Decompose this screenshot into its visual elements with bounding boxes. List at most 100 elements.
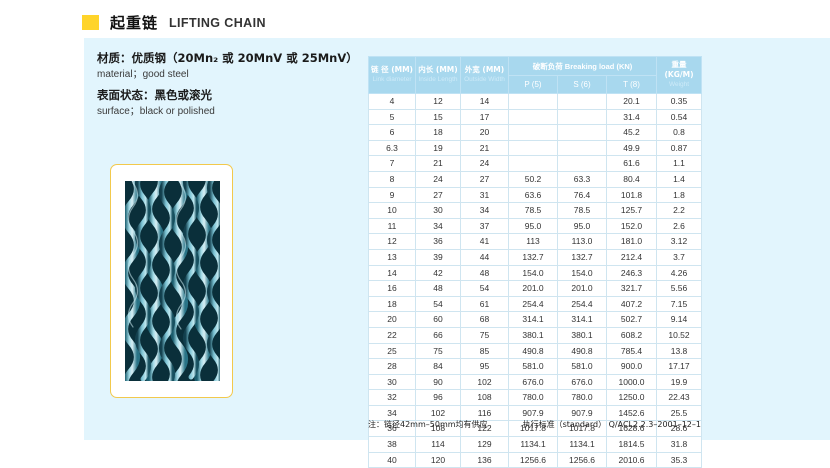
cell-outside-width: 17 bbox=[460, 108, 509, 126]
cell-breaking-s bbox=[557, 124, 607, 141]
cell-breaking-s: 780.0 bbox=[557, 389, 607, 406]
header-breaking-load: 破断负荷 Breaking load (KN) bbox=[508, 55, 657, 77]
lifting-chain-photo bbox=[125, 181, 220, 381]
table-row: 25 75 85 490.8 490.8 785.4 13.8 bbox=[368, 342, 702, 360]
title-english: LIFTING CHAIN bbox=[169, 15, 266, 30]
cell-weight: 1.1 bbox=[656, 155, 702, 172]
table-row: 16 48 54 201.0 201.0 321.7 5.56 bbox=[368, 280, 702, 297]
cell-link-diameter: 28 bbox=[368, 358, 416, 375]
cell-link-diameter: 36 bbox=[368, 420, 416, 438]
cell-breaking-t: 1000.0 bbox=[606, 373, 657, 391]
cell-breaking-t: 1814.5 bbox=[606, 436, 657, 453]
cell-breaking-t: 152.0 bbox=[606, 217, 657, 235]
table-row: 28 84 95 581.0 581.0 900.0 17.17 bbox=[368, 358, 702, 375]
surface-chinese: 表面状态：黑色或滚光 bbox=[97, 88, 212, 102]
cell-weight: 28.6 bbox=[656, 420, 702, 438]
spec-table-wrap: 链 径 (MM) Link diameter 内长 (MM) Inside Le… bbox=[368, 55, 702, 468]
cell-outside-width: 20 bbox=[460, 124, 509, 141]
cell-breaking-t: 1250.0 bbox=[606, 389, 657, 406]
table-row: 5 15 17 31.4 0.54 bbox=[368, 108, 702, 126]
cell-weight: 2.2 bbox=[656, 202, 702, 219]
cell-outside-width: 108 bbox=[460, 389, 509, 406]
cell-inside-length: 90 bbox=[415, 373, 461, 391]
cell-breaking-s: 154.0 bbox=[557, 264, 607, 282]
cell-breaking-t: 900.0 bbox=[606, 358, 657, 375]
cell-outside-width: 122 bbox=[460, 420, 509, 438]
cell-breaking-p: 780.0 bbox=[508, 389, 558, 406]
header-breaking-t: T (8) bbox=[606, 75, 657, 94]
cell-weight: 22.43 bbox=[656, 389, 702, 406]
spec-table: 链 径 (MM) Link diameter 内长 (MM) Inside Le… bbox=[368, 55, 702, 468]
table-row: 13 39 44 132.7 132.7 212.4 3.7 bbox=[368, 248, 702, 266]
cell-breaking-p bbox=[508, 108, 558, 126]
cell-breaking-s: 63.3 bbox=[557, 170, 607, 188]
cell-breaking-s bbox=[557, 93, 607, 110]
cell-link-diameter: 20 bbox=[368, 311, 416, 328]
title-chinese: 起重链 bbox=[110, 14, 159, 32]
cell-breaking-p: 154.0 bbox=[508, 264, 558, 282]
header-breaking-p: P (5) bbox=[508, 75, 558, 94]
table-row: 22 66 75 380.1 380.1 608.2 10.52 bbox=[368, 326, 702, 344]
cell-breaking-t: 181.0 bbox=[606, 233, 657, 250]
cell-inside-length: 54 bbox=[415, 295, 461, 313]
cell-breaking-p: 1134.1 bbox=[508, 436, 558, 453]
cell-outside-width: 61 bbox=[460, 295, 509, 313]
cell-weight: 3.7 bbox=[656, 248, 702, 266]
footnote-standard: 执行标准（standard） Q/ACL2.2.3–2001–12–1 bbox=[522, 420, 701, 429]
cell-weight: 0.87 bbox=[656, 139, 702, 157]
cell-outside-width: 48 bbox=[460, 264, 509, 282]
cell-breaking-p: 63.6 bbox=[508, 186, 558, 204]
cell-breaking-t: 45.2 bbox=[606, 124, 657, 141]
cell-breaking-t: 212.4 bbox=[606, 248, 657, 266]
cell-breaking-p: 490.8 bbox=[508, 342, 558, 360]
cell-link-diameter: 11 bbox=[368, 217, 416, 235]
cell-breaking-s: 1017.8 bbox=[557, 420, 607, 438]
cell-link-diameter: 14 bbox=[368, 264, 416, 282]
photo-frame bbox=[110, 164, 233, 398]
material-english: material；good steel bbox=[97, 69, 189, 80]
cell-inside-length: 84 bbox=[415, 358, 461, 375]
cell-breaking-p: 50.2 bbox=[508, 170, 558, 188]
cell-weight: 13.8 bbox=[656, 342, 702, 360]
cell-weight: 1.4 bbox=[656, 170, 702, 188]
cell-breaking-t: 502.7 bbox=[606, 311, 657, 328]
cell-breaking-s: 76.4 bbox=[557, 186, 607, 204]
cell-link-diameter: 12 bbox=[368, 233, 416, 250]
cell-breaking-t: 20.1 bbox=[606, 93, 657, 110]
cell-breaking-t: 49.9 bbox=[606, 139, 657, 157]
cell-breaking-t: 61.6 bbox=[606, 155, 657, 172]
cell-breaking-t: 407.2 bbox=[606, 295, 657, 313]
table-body: 4 12 14 20.1 0.35 5 15 17 31.4 0.54 6 18 20 45.2 0.8 6.… bbox=[368, 93, 702, 468]
cell-inside-length: 96 bbox=[415, 389, 461, 406]
header-link-diameter-en: Link diameter bbox=[372, 76, 412, 83]
cell-breaking-p bbox=[508, 93, 558, 110]
cell-link-diameter: 25 bbox=[368, 342, 416, 360]
header-weight-en: Weight bbox=[668, 81, 690, 88]
cell-link-diameter: 18 bbox=[368, 295, 416, 313]
table-row: 14 42 48 154.0 154.0 246.3 4.26 bbox=[368, 264, 702, 282]
cell-breaking-s bbox=[557, 155, 607, 172]
cell-outside-width: 41 bbox=[460, 233, 509, 250]
cell-outside-width: 75 bbox=[460, 326, 509, 344]
cell-weight: 3.12 bbox=[656, 233, 702, 250]
table-row: 11 34 37 95.0 95.0 152.0 2.6 bbox=[368, 217, 702, 235]
cell-inside-length: 39 bbox=[415, 248, 461, 266]
cell-outside-width: 31 bbox=[460, 186, 509, 204]
table-row: 6 18 20 45.2 0.8 bbox=[368, 124, 702, 141]
cell-weight: 0.35 bbox=[656, 93, 702, 110]
yellow-square-icon bbox=[82, 15, 99, 30]
cell-weight: 0.54 bbox=[656, 108, 702, 126]
table-row: 7 21 24 61.6 1.1 bbox=[368, 155, 702, 172]
cell-breaking-t: 101.8 bbox=[606, 186, 657, 204]
cell-breaking-t: 1628.6 bbox=[606, 420, 657, 438]
cell-weight: 2.6 bbox=[656, 217, 702, 235]
cell-breaking-p: 1017.8 bbox=[508, 420, 558, 438]
cell-inside-length: 48 bbox=[415, 280, 461, 297]
cell-inside-length: 27 bbox=[415, 186, 461, 204]
header-breaking-s: S (6) bbox=[557, 75, 607, 94]
cell-outside-width: 129 bbox=[460, 436, 509, 453]
table-row: 4 12 14 20.1 0.35 bbox=[368, 93, 702, 110]
cell-weight: 4.26 bbox=[656, 264, 702, 282]
cell-link-diameter: 22 bbox=[368, 326, 416, 344]
footnote-supply: 注：链径42mm–50mm均有供应 bbox=[368, 420, 488, 429]
